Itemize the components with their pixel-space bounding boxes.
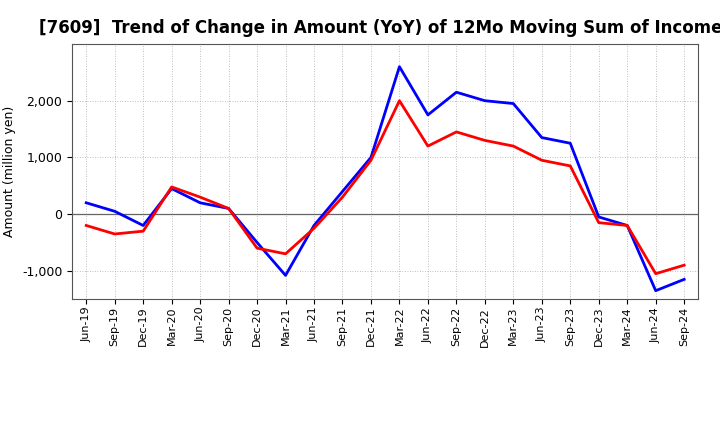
Ordinary Income [452, 90, 461, 95]
Net Income [253, 246, 261, 251]
Ordinary Income [566, 141, 575, 146]
Net Income [82, 223, 91, 228]
Net Income [423, 143, 432, 149]
Net Income [509, 143, 518, 149]
Ordinary Income [196, 200, 204, 205]
Ordinary Income [480, 98, 489, 103]
Net Income [282, 251, 290, 257]
Ordinary Income [623, 223, 631, 228]
Net Income [452, 129, 461, 135]
Net Income [366, 158, 375, 163]
Y-axis label: Amount (million yen): Amount (million yen) [4, 106, 17, 237]
Net Income [623, 223, 631, 228]
Ordinary Income [423, 112, 432, 117]
Net Income [537, 158, 546, 163]
Net Income [395, 98, 404, 103]
Ordinary Income [253, 240, 261, 245]
Ordinary Income [82, 200, 91, 205]
Ordinary Income [366, 155, 375, 160]
Net Income [196, 194, 204, 200]
Net Income [566, 163, 575, 169]
Ordinary Income [167, 186, 176, 191]
Ordinary Income [338, 189, 347, 194]
Net Income [652, 271, 660, 276]
Ordinary Income [537, 135, 546, 140]
Title: [7609]  Trend of Change in Amount (YoY) of 12Mo Moving Sum of Incomes: [7609] Trend of Change in Amount (YoY) o… [38, 19, 720, 37]
Ordinary Income [680, 277, 688, 282]
Ordinary Income [395, 64, 404, 70]
Ordinary Income [110, 209, 119, 214]
Net Income [338, 194, 347, 200]
Net Income [595, 220, 603, 225]
Net Income [139, 228, 148, 234]
Ordinary Income [139, 223, 148, 228]
Line: Net Income: Net Income [86, 101, 684, 274]
Ordinary Income [310, 223, 318, 228]
Net Income [110, 231, 119, 237]
Net Income [480, 138, 489, 143]
Net Income [310, 226, 318, 231]
Line: Ordinary Income: Ordinary Income [86, 67, 684, 291]
Net Income [167, 184, 176, 190]
Ordinary Income [509, 101, 518, 106]
Ordinary Income [225, 206, 233, 211]
Net Income [225, 206, 233, 211]
Net Income [680, 263, 688, 268]
Ordinary Income [652, 288, 660, 293]
Ordinary Income [595, 214, 603, 220]
Ordinary Income [282, 273, 290, 278]
Legend: Ordinary Income, Net Income: Ordinary Income, Net Income [233, 439, 538, 440]
